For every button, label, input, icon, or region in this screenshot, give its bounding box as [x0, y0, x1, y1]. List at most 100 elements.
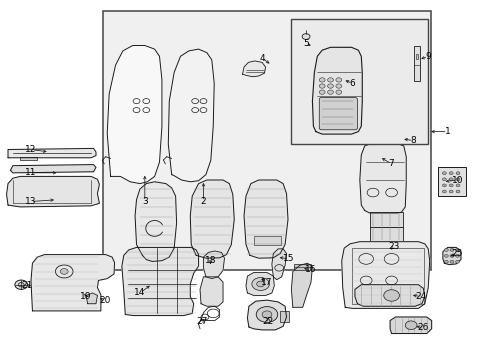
Bar	[416, 54, 418, 59]
Bar	[414, 45, 420, 81]
Text: 10: 10	[452, 176, 464, 185]
Circle shape	[319, 90, 325, 94]
Bar	[351, 248, 424, 304]
Polygon shape	[355, 285, 425, 306]
Text: 3: 3	[142, 197, 147, 206]
Circle shape	[456, 172, 460, 175]
Circle shape	[395, 133, 408, 142]
Polygon shape	[86, 293, 98, 304]
Circle shape	[336, 90, 342, 94]
Circle shape	[449, 184, 453, 187]
Text: 13: 13	[25, 197, 37, 206]
Polygon shape	[390, 317, 432, 333]
Text: 6: 6	[350, 79, 355, 88]
Polygon shape	[122, 247, 198, 316]
Circle shape	[444, 248, 448, 251]
Circle shape	[328, 78, 333, 82]
Circle shape	[444, 260, 448, 263]
Polygon shape	[292, 263, 313, 307]
Circle shape	[405, 321, 417, 329]
Text: 15: 15	[283, 255, 294, 264]
Bar	[20, 157, 37, 160]
Polygon shape	[10, 165, 96, 173]
Text: 25: 25	[452, 249, 463, 258]
Bar	[369, 226, 403, 241]
Circle shape	[449, 172, 453, 175]
Circle shape	[60, 269, 68, 274]
Text: 4: 4	[259, 54, 265, 63]
Text: 19: 19	[80, 292, 92, 301]
Circle shape	[456, 255, 460, 257]
Polygon shape	[190, 180, 234, 258]
Circle shape	[404, 134, 414, 141]
Circle shape	[450, 248, 454, 251]
Bar	[254, 235, 281, 244]
Polygon shape	[200, 277, 223, 306]
Polygon shape	[360, 144, 406, 213]
FancyBboxPatch shape	[319, 98, 357, 130]
Text: 1: 1	[445, 127, 451, 136]
Polygon shape	[272, 249, 287, 280]
Polygon shape	[31, 255, 115, 311]
Circle shape	[336, 78, 342, 82]
Circle shape	[328, 84, 333, 88]
Text: 21: 21	[21, 281, 32, 290]
Circle shape	[442, 178, 446, 181]
Circle shape	[456, 184, 460, 187]
Bar	[369, 212, 403, 226]
Text: 11: 11	[25, 168, 37, 177]
Text: 23: 23	[389, 242, 400, 251]
Polygon shape	[135, 182, 176, 261]
Polygon shape	[168, 49, 214, 182]
Circle shape	[450, 255, 454, 257]
Circle shape	[449, 190, 453, 193]
Text: 5: 5	[303, 39, 309, 48]
Circle shape	[449, 178, 453, 181]
Circle shape	[456, 248, 460, 251]
Circle shape	[336, 84, 342, 88]
Text: 7: 7	[389, 159, 394, 168]
Text: 20: 20	[99, 296, 110, 305]
Text: 9: 9	[425, 52, 431, 61]
Circle shape	[442, 184, 446, 187]
Polygon shape	[203, 251, 224, 279]
Text: 8: 8	[411, 136, 416, 145]
Text: 12: 12	[25, 145, 37, 154]
Bar	[294, 264, 312, 270]
Circle shape	[442, 172, 446, 175]
Circle shape	[384, 290, 399, 301]
Bar	[280, 311, 289, 321]
Circle shape	[319, 84, 325, 88]
Polygon shape	[107, 45, 162, 184]
Circle shape	[456, 178, 460, 181]
Circle shape	[456, 190, 460, 193]
Polygon shape	[342, 242, 430, 309]
Text: 24: 24	[415, 292, 426, 301]
Text: 14: 14	[134, 288, 146, 297]
Bar	[292, 19, 428, 144]
Polygon shape	[247, 300, 287, 330]
Text: 22: 22	[263, 317, 274, 326]
Text: 2: 2	[201, 197, 206, 206]
Polygon shape	[244, 180, 288, 258]
Circle shape	[262, 311, 272, 318]
Circle shape	[302, 34, 310, 40]
Polygon shape	[243, 61, 266, 77]
Text: 18: 18	[205, 256, 217, 265]
Bar	[438, 167, 466, 196]
Circle shape	[319, 78, 325, 82]
Circle shape	[444, 255, 448, 257]
Text: 17: 17	[261, 278, 273, 287]
Circle shape	[256, 307, 278, 322]
Polygon shape	[6, 176, 99, 207]
Circle shape	[328, 90, 333, 94]
Polygon shape	[246, 273, 274, 296]
Circle shape	[252, 278, 270, 291]
Bar	[103, 12, 431, 270]
Polygon shape	[443, 247, 461, 265]
Circle shape	[257, 281, 265, 287]
Polygon shape	[313, 47, 362, 134]
Text: 26: 26	[417, 323, 429, 332]
Text: 27: 27	[196, 317, 208, 326]
Circle shape	[456, 260, 460, 263]
